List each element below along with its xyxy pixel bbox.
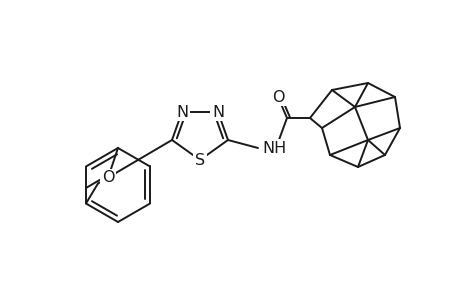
Text: O: O: [101, 170, 114, 185]
Text: N: N: [212, 104, 224, 119]
Text: NH: NH: [262, 140, 285, 155]
Text: S: S: [195, 152, 205, 167]
Text: O: O: [271, 89, 284, 104]
Text: N: N: [175, 104, 188, 119]
